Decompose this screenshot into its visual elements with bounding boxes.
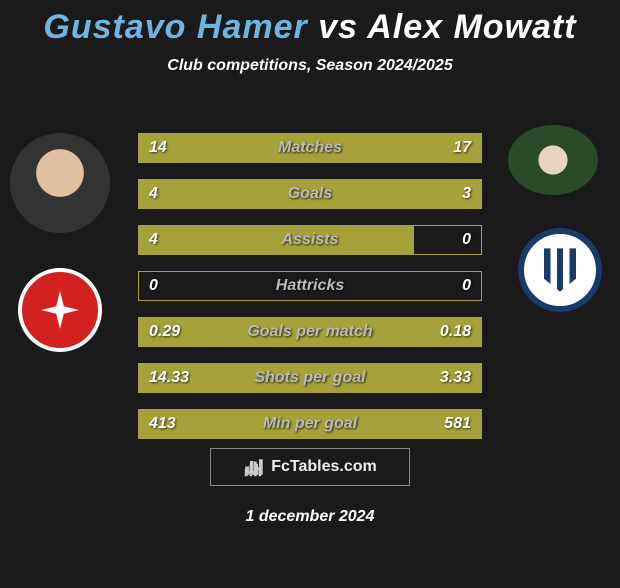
logo-text: FcTables.com: [271, 458, 377, 476]
stat-value-left: 0.29: [149, 323, 180, 341]
stat-label: Assists: [282, 231, 339, 249]
stat-row: 14 17 Matches: [138, 133, 482, 163]
stat-value-left: 0: [149, 277, 158, 295]
stat-label: Min per goal: [263, 415, 357, 433]
stat-value-right: 581: [444, 415, 471, 433]
stats-comparison-bars: 14 17 Matches 4 3 Goals 4 0 Assists 0 0 Hattricks 0.…: [138, 133, 482, 455]
stat-value-left: 4: [149, 185, 158, 203]
stat-row: 413 581 Min per goal: [138, 409, 482, 439]
stat-row: 4 0 Assists: [138, 225, 482, 255]
chart-icon: [243, 456, 265, 478]
stat-bar-right: [333, 180, 481, 208]
stat-value-right: 3.33: [440, 369, 471, 387]
comparison-title: Gustavo Hamer vs Alex Mowatt: [0, 8, 620, 47]
stat-value-left: 4: [149, 231, 158, 249]
stat-value-right: 3: [462, 185, 471, 203]
subtitle: Club competitions, Season 2024/2025: [0, 57, 620, 75]
stat-row: 14.33 3.33 Shots per goal: [138, 363, 482, 393]
stat-row: 0 0 Hattricks: [138, 271, 482, 301]
stat-label: Goals: [288, 185, 332, 203]
player2-club-badge: [518, 228, 602, 312]
date-label: 1 december 2024: [0, 508, 620, 526]
player1-avatar: [10, 133, 110, 233]
stat-label: Hattricks: [276, 277, 344, 295]
player2-avatar: [508, 125, 598, 195]
player1-club-badge: [18, 268, 102, 352]
stat-value-right: 0: [462, 231, 471, 249]
player2-name: Alex Mowatt: [367, 8, 576, 46]
stat-label: Shots per goal: [254, 369, 365, 387]
stat-row: 0.29 0.18 Goals per match: [138, 317, 482, 347]
stat-bar-left: [139, 226, 414, 254]
player1-name: Gustavo Hamer: [43, 8, 307, 46]
stat-value-right: 0.18: [440, 323, 471, 341]
fctables-logo: FcTables.com: [210, 448, 410, 486]
stat-value-right: 0: [462, 277, 471, 295]
stat-value-left: 14.33: [149, 369, 189, 387]
stat-value-left: 413: [149, 415, 176, 433]
stat-value-right: 17: [453, 139, 471, 157]
stat-row: 4 3 Goals: [138, 179, 482, 209]
stat-value-left: 14: [149, 139, 167, 157]
vs-label: vs: [318, 8, 358, 46]
stat-label: Matches: [278, 139, 342, 157]
stat-label: Goals per match: [247, 323, 372, 341]
